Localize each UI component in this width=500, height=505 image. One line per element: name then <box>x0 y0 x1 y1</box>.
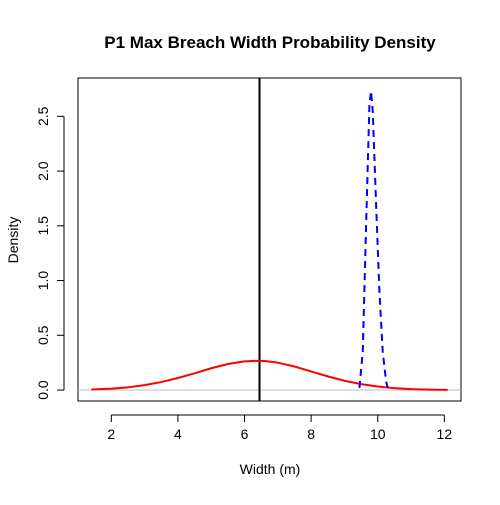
x-tick-label: 4 <box>174 426 182 442</box>
x-tick-label: 8 <box>307 426 315 442</box>
y-axis-label: Density <box>5 217 21 264</box>
plot-marks <box>78 78 461 401</box>
y-tick-label: 2.5 <box>35 106 51 126</box>
x-tick-label: 10 <box>370 426 386 442</box>
x-axis: 2 4 6 8 10 12 <box>107 414 453 442</box>
x-axis-label: Width (m) <box>240 461 301 477</box>
y-tick-label: 1.0 <box>35 271 51 291</box>
density-curve-solid <box>91 359 448 391</box>
x-tick-label: 6 <box>241 426 249 442</box>
chart-title: P1 Max Breach Width Probability Density <box>104 33 436 52</box>
y-tick-label: 2.0 <box>35 161 51 181</box>
y-axis: 0.0 0.5 1.0 1.5 2.0 2.5 <box>35 106 65 400</box>
y-tick-label: 0.0 <box>35 380 51 400</box>
plot-frame <box>77 77 462 402</box>
x-tick-label: 12 <box>437 426 453 442</box>
y-tick-label: 0.5 <box>35 325 51 345</box>
y-tick-label: 1.5 <box>35 216 51 236</box>
density-curve-dashed <box>358 90 389 389</box>
x-tick-label: 2 <box>107 426 115 442</box>
